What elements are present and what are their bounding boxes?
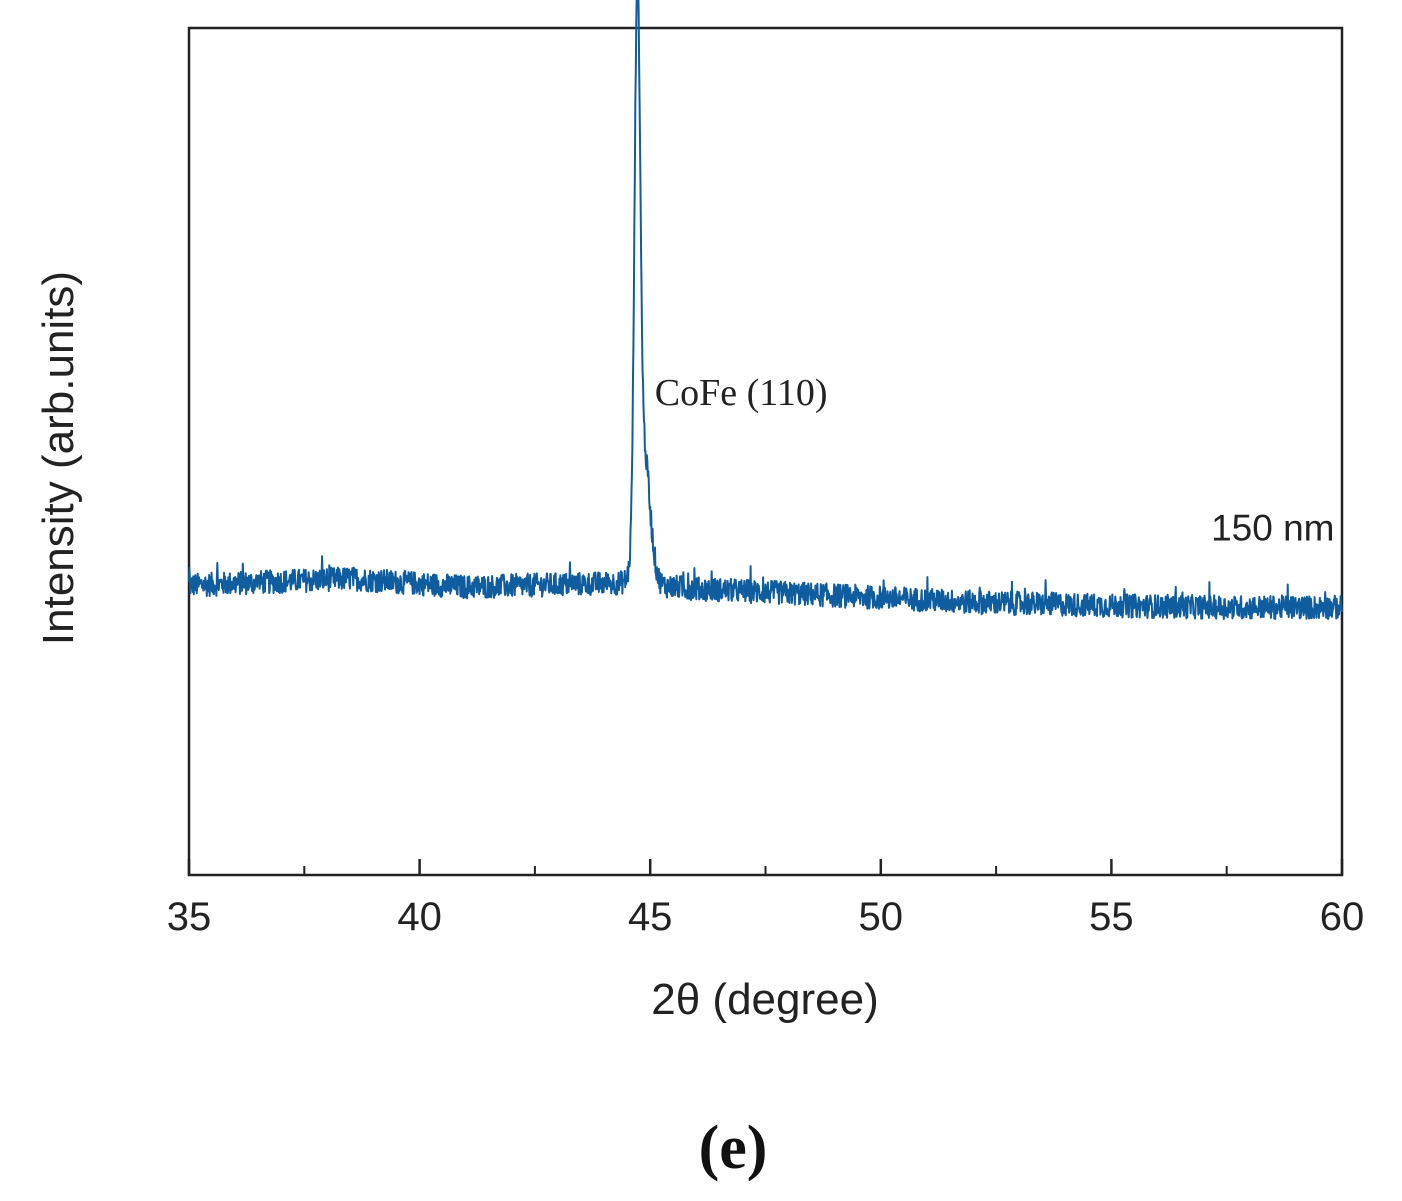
x-tick-label: 40 — [397, 895, 442, 939]
y-axis-label: Intensity (arb.units) — [34, 271, 83, 645]
x-tick-label: 45 — [628, 895, 673, 939]
x-axis-ticks — [187, 859, 1344, 875]
plot-area: 35 40 45 50 55 60 CoFe (110) 150 nm — [167, 0, 1365, 939]
sample-annotation: 150 nm — [1211, 507, 1334, 548]
panel-label: (e) — [699, 1114, 768, 1182]
x-tick-label: 55 — [1089, 895, 1134, 939]
series-line — [188, 0, 1343, 621]
x-tick-label: 50 — [859, 895, 904, 939]
x-axis-tick-labels: 35 40 45 50 55 60 — [167, 895, 1365, 939]
x-tick-label: 60 — [1320, 895, 1365, 939]
plot-frame — [187, 26, 1344, 877]
x-tick-label: 35 — [167, 895, 212, 939]
peak-annotation: CoFe (110) — [655, 372, 828, 414]
x-axis-label: 2θ (degree) — [651, 975, 878, 1024]
